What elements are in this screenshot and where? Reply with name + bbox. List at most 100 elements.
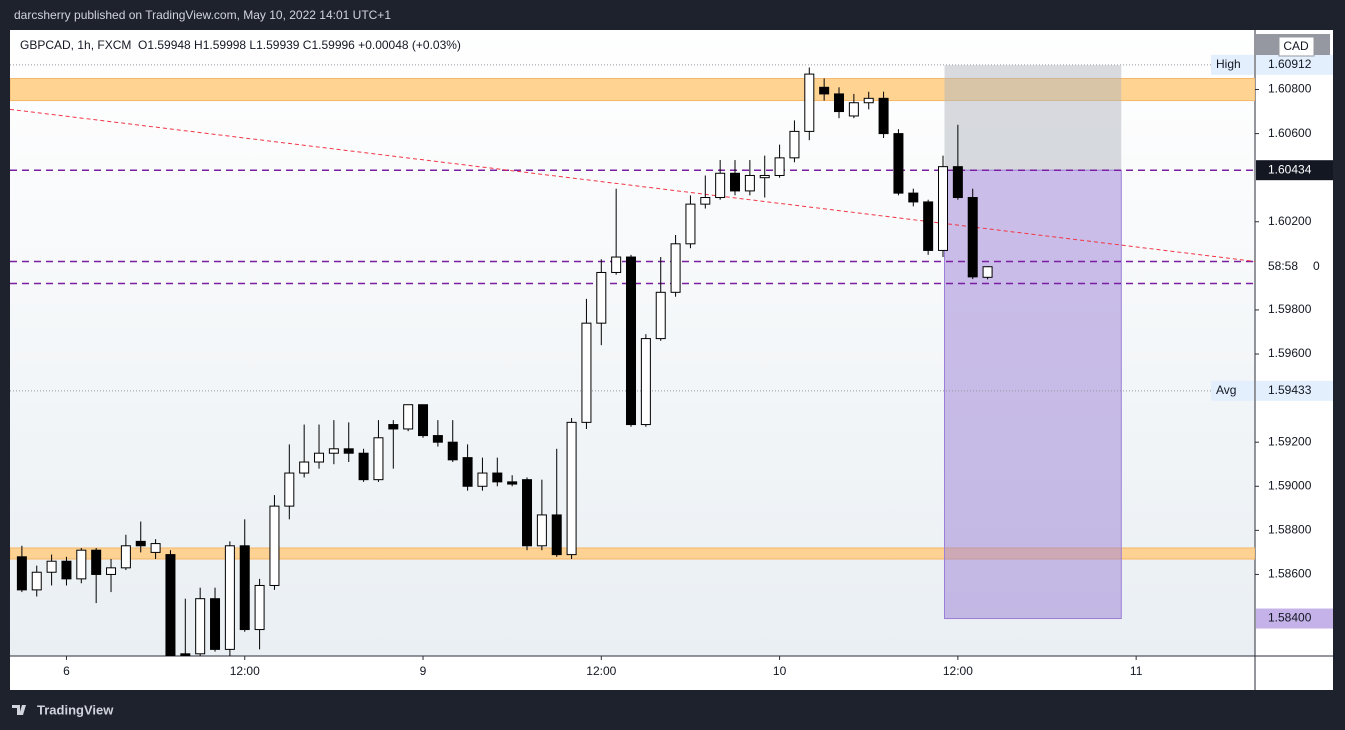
candle-body	[477, 472, 488, 487]
stat-value: 1.60912	[1268, 57, 1312, 71]
x-tick-label: 11	[1130, 664, 1143, 678]
candle-body	[611, 256, 622, 273]
candle-body	[804, 73, 815, 132]
x-tick-label: 9	[420, 664, 427, 678]
zone	[10, 77, 1255, 102]
candle-body	[106, 567, 117, 575]
candle-body	[61, 560, 72, 580]
candle-body	[566, 421, 577, 556]
candle-body	[358, 452, 369, 481]
stat-value-badge	[1256, 380, 1333, 401]
candle-body	[373, 437, 384, 481]
candle-body	[685, 203, 696, 245]
candle-body	[284, 472, 295, 507]
candle-body	[432, 435, 443, 443]
candle-body	[314, 452, 325, 463]
logo	[12, 705, 26, 715]
candle-body	[91, 549, 102, 575]
trendline	[10, 108, 1255, 262]
countdown: 58:58	[1268, 259, 1298, 273]
stat-name: Avg	[1216, 383, 1236, 397]
y-tick-label: 1.59800	[1268, 302, 1312, 316]
candle-body	[165, 554, 176, 656]
candle-body	[536, 514, 547, 547]
candle-body	[269, 505, 280, 586]
candle-body	[210, 598, 221, 650]
candle-body	[239, 545, 250, 631]
candle-body	[403, 404, 414, 430]
x-tick-label: 12:00	[230, 664, 260, 678]
plot	[10, 64, 1255, 656]
candle-body	[447, 441, 458, 461]
candle-body	[640, 338, 651, 426]
candle-body	[967, 197, 978, 278]
candle-body	[744, 174, 755, 192]
candle-body	[551, 514, 562, 556]
ohlc-legend: O1.59948 H1.59998 L1.59939 C1.59996 +0.0…	[138, 38, 461, 52]
stat-value: 1.59433	[1268, 383, 1312, 397]
candle-body	[180, 653, 191, 656]
entry-price-badge	[1256, 160, 1333, 181]
stat-name: High	[1216, 57, 1241, 71]
stat-tag	[1211, 380, 1254, 401]
candle-body	[700, 197, 711, 205]
candle-body	[596, 271, 607, 324]
candle-body	[254, 584, 265, 631]
currency[interactable]: CAD	[1283, 39, 1309, 53]
candle-body	[120, 545, 131, 569]
candle-body	[343, 448, 354, 454]
x-tick-label: 6	[63, 664, 70, 678]
candle-body	[730, 172, 741, 192]
time-axis	[10, 656, 1333, 690]
candle-body	[418, 404, 429, 437]
x-tick-label: 10	[773, 664, 787, 678]
candle-body	[522, 479, 533, 547]
candle-body	[908, 192, 919, 203]
y-tick-label: 1.58600	[1268, 567, 1312, 581]
candle-body	[626, 256, 637, 426]
candle-body	[46, 560, 57, 573]
candle-body	[16, 556, 27, 591]
candle-body	[893, 133, 904, 194]
candle-body	[938, 166, 949, 251]
candle-body	[31, 571, 42, 591]
y-tick-label: 1.58800	[1268, 523, 1312, 537]
candle-body	[462, 457, 473, 487]
currency-badge[interactable]	[1278, 36, 1315, 57]
candle-body	[952, 166, 963, 199]
candle-body	[715, 172, 726, 199]
candle-body	[224, 545, 235, 650]
target-zone	[944, 65, 1122, 171]
y-tick-label: 1.60800	[1268, 82, 1312, 96]
candle-body	[135, 540, 146, 547]
brand: TradingView	[37, 702, 114, 717]
candle-body	[492, 472, 503, 483]
candle-body	[507, 481, 518, 485]
zone	[10, 547, 1255, 560]
candle-body	[299, 461, 310, 474]
stat-value-badge	[1256, 54, 1333, 75]
stat-tag	[1211, 54, 1254, 75]
y-tick-label: 1.60600	[1268, 126, 1312, 140]
price-axis	[1255, 30, 1333, 656]
countdown-badge	[1256, 256, 1333, 277]
y-tick-label: 1.59600	[1268, 346, 1312, 360]
x-tick-label: 12:00	[586, 664, 616, 678]
candle-body	[759, 174, 770, 179]
axes: 1.58600 1.58800 1.59000 1.59200 1.59600 1.598…	[63, 54, 1333, 678]
candle-body	[923, 201, 934, 251]
candle-body	[848, 102, 859, 117]
candle-body	[670, 243, 681, 293]
candle-body	[328, 448, 339, 454]
candle-body	[774, 157, 785, 176]
stop-price-badge	[1256, 608, 1333, 629]
publisher: darcsherry published on TradingView.com,…	[14, 8, 391, 22]
y-tick-label: 1.59000	[1268, 478, 1312, 492]
y-tick-label: 1.59200	[1268, 434, 1312, 448]
candle-body	[388, 424, 399, 430]
entry-price: 1.60434	[1268, 162, 1312, 176]
candle-body	[834, 93, 845, 113]
stop-price: 1.58400	[1268, 611, 1312, 625]
